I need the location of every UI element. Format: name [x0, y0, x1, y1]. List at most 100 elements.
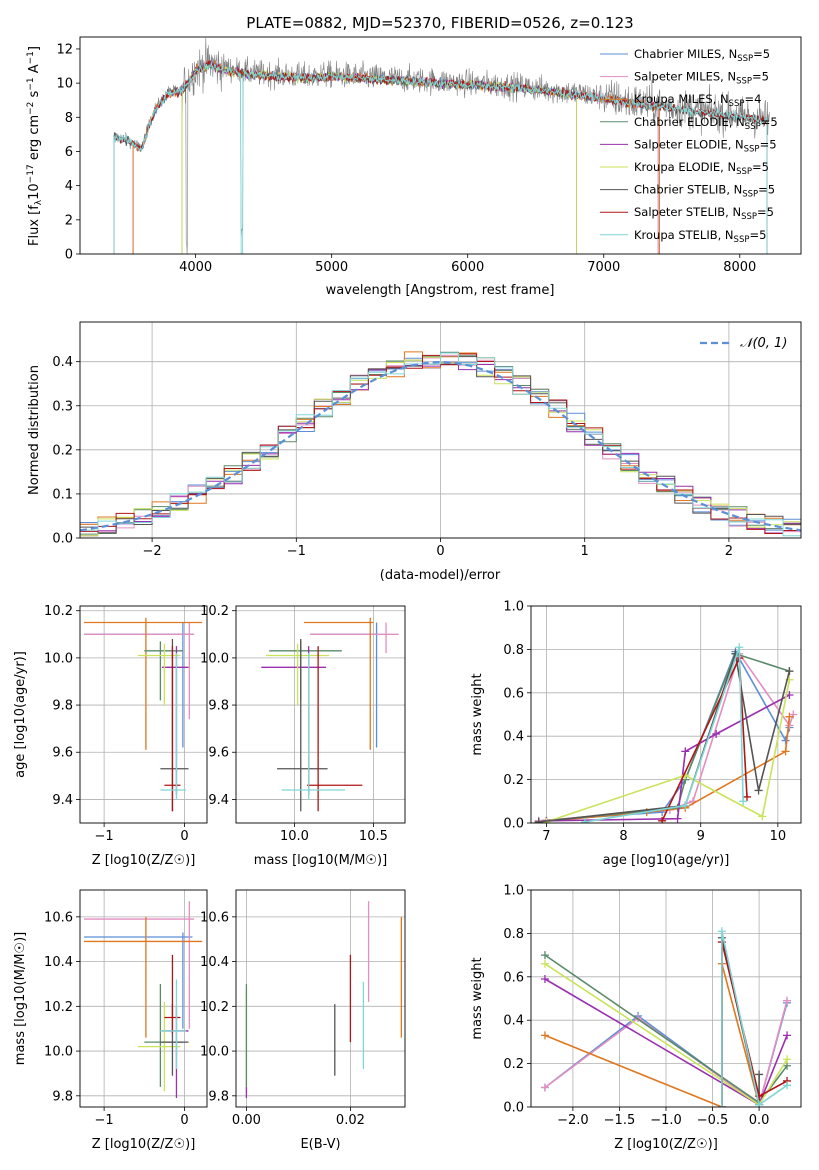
data-point — [303, 617, 374, 750]
legend-entry: Chabrier MILES, NSSP=5 — [634, 47, 770, 64]
legend-spectrum: Chabrier MILES, NSSP=5 Salpeter MILES, NS… — [600, 47, 778, 245]
y-tick-label: 0 — [65, 248, 73, 263]
y-tick-label: 10.0 — [200, 651, 229, 666]
y-axis-label: Flux [fλ10−17 erg cm−2 s−1 A−1] — [26, 46, 44, 246]
y-axis-label: Normed distribution — [27, 365, 42, 495]
legend-entry: 𝒩(0, 1) — [740, 336, 787, 351]
model-line — [113, 60, 768, 254]
data-point — [281, 653, 345, 800]
data-point — [310, 622, 399, 654]
x-tick-label: 0 — [436, 544, 444, 559]
y-tick-label: 9.8 — [52, 1089, 73, 1104]
weight-marker — [735, 643, 744, 652]
data-point — [137, 1001, 181, 1092]
y-tick-label: 9.6 — [208, 746, 229, 761]
model-line — [113, 61, 768, 254]
model-line — [113, 62, 768, 254]
x-axis-label: wavelength [Angstrom, rest frame] — [326, 283, 555, 298]
weight-line — [538, 651, 795, 822]
weight-line — [546, 679, 791, 823]
weight-marker — [581, 817, 589, 823]
y-tick-label: 12 — [56, 42, 73, 57]
axes-frame — [235, 605, 406, 824]
weight-marker — [758, 812, 767, 821]
axes-frame — [79, 889, 208, 1108]
x-tick-label: −1.5 — [604, 1113, 636, 1128]
y-tick-label: 10.6 — [44, 910, 73, 925]
plot-area-age_vs_Z — [80, 606, 207, 823]
weight-marker — [785, 712, 794, 721]
y-tick-label: 6 — [65, 145, 73, 160]
weight-marker — [540, 951, 549, 960]
plot-area-spectrum — [113, 37, 770, 254]
weight-marker — [673, 814, 682, 823]
data-point — [164, 954, 181, 1034]
y-tick-label: 10.2 — [44, 604, 73, 619]
y-tick-label: 0.2 — [52, 443, 73, 458]
y-tick-label: 9.6 — [52, 746, 73, 761]
y-tick-label: 10.2 — [200, 1000, 229, 1015]
x-tick-label: 0 — [180, 829, 188, 844]
plot-mass_vs_ebv: 0.00 0.02 9.8 10.0 10.2 10.4 10.6 E(B-V) — [200, 889, 406, 1152]
y-tick-label: 0.8 — [503, 643, 524, 658]
x-tick-label: 4000 — [179, 260, 212, 275]
x-tick-label: 0.02 — [336, 1113, 365, 1128]
x-axis-label: (data-model)/error — [380, 568, 501, 583]
y-tick-label: 0.8 — [503, 927, 524, 942]
data-point — [84, 916, 203, 1038]
x-tick-label: 0.00 — [232, 1113, 261, 1128]
x-tick-label: −1 — [95, 1113, 114, 1128]
axes-frame — [235, 889, 406, 1108]
weight-marker — [717, 927, 726, 936]
y-tick-label: 10.2 — [200, 604, 229, 619]
y-tick-label: 9.8 — [208, 699, 229, 714]
y-tick-label: 10.6 — [200, 910, 229, 925]
weight-marker — [781, 747, 790, 756]
y-tick-label: 0.6 — [503, 686, 524, 701]
y-tick-label: 8 — [65, 111, 73, 126]
weight-line — [538, 653, 791, 823]
y-tick-label: 0.4 — [503, 1014, 524, 1029]
x-tick-label: 7 — [542, 829, 550, 844]
plot-age_vs_mass: 10.0 10.5 9.4 9.6 9.8 10.0 10.2 mass [log10(M/M… — [200, 604, 406, 868]
x-tick-label: 8 — [619, 829, 627, 844]
y-tick-label: 0.0 — [52, 532, 73, 547]
data-point — [266, 643, 330, 706]
x-tick-label: 5000 — [315, 260, 348, 275]
y-tick-label: 0.0 — [503, 1101, 524, 1116]
plot-area-weight_vs_Z — [531, 890, 801, 1107]
weight-marker — [717, 1103, 726, 1107]
data-point — [307, 646, 363, 812]
data-point — [84, 901, 195, 1029]
x-axis-label: Z [log10(Z/Z☉)] — [614, 1137, 718, 1152]
x-axis-label: E(B-V) — [300, 1137, 340, 1152]
x-tick-label: 8000 — [723, 260, 756, 275]
y-axis-label: age [log10(age/yr)] — [13, 651, 28, 778]
x-axis-label: mass [log10(M/M☉)] — [254, 853, 387, 868]
weight-marker — [712, 730, 721, 739]
y-tick-label: 0.1 — [52, 487, 73, 502]
x-tick-label: −1 — [95, 829, 114, 844]
y-tick-label: 9.4 — [52, 793, 73, 808]
data-point — [137, 643, 181, 706]
y-tick-label: 10.0 — [44, 1045, 73, 1060]
x-axis-label: Z [log10(Z/Z☉)] — [92, 1137, 196, 1152]
y-tick-label: 10.2 — [44, 1000, 73, 1015]
x-tick-label: 10.0 — [280, 829, 309, 844]
y-axis-label: mass [log10(M/M☉)] — [13, 932, 28, 1065]
weight-line — [721, 931, 788, 1107]
plot-area-age_vs_mass — [236, 606, 405, 823]
data-point — [164, 646, 181, 812]
x-tick-label: 1 — [581, 544, 589, 559]
x-tick-label: 9 — [697, 829, 705, 844]
weight-marker — [783, 1031, 792, 1040]
weight-marker — [743, 792, 751, 801]
data-point — [310, 622, 379, 748]
x-tick-label: 10 — [770, 829, 787, 844]
model-line — [132, 62, 659, 254]
data-point — [261, 646, 327, 795]
x-tick-label: −0.5 — [697, 1113, 729, 1128]
weight-marker — [540, 974, 549, 983]
legend-entry: Kroupa STELIB, NSSP=5 — [634, 228, 766, 245]
